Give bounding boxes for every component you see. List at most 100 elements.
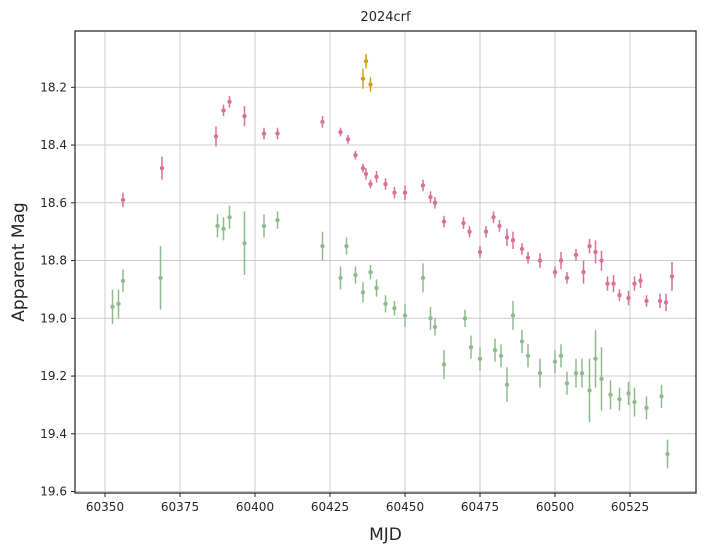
data-point bbox=[669, 274, 675, 279]
x-tick-label: 60500 bbox=[536, 500, 574, 514]
data-point bbox=[581, 269, 586, 275]
data-point bbox=[558, 353, 564, 359]
x-tick-label: 60350 bbox=[86, 500, 124, 514]
data-point bbox=[392, 190, 397, 195]
data-point bbox=[392, 306, 397, 311]
data-point bbox=[374, 174, 379, 180]
plot-area bbox=[75, 31, 696, 493]
data-point bbox=[573, 370, 579, 376]
data-point bbox=[498, 353, 504, 359]
data-point bbox=[383, 301, 388, 307]
data-point bbox=[261, 223, 267, 229]
data-point bbox=[353, 272, 358, 278]
data-point bbox=[605, 281, 610, 286]
y-tick-label: 18.8 bbox=[40, 254, 67, 268]
data-point bbox=[221, 226, 226, 231]
data-point bbox=[360, 165, 366, 171]
data-point bbox=[345, 137, 351, 142]
x-tick-label: 60525 bbox=[611, 500, 649, 514]
data-point bbox=[368, 269, 373, 275]
data-point bbox=[213, 134, 219, 139]
data-point bbox=[374, 285, 379, 291]
x-tick-label: 60425 bbox=[311, 500, 349, 514]
data-point bbox=[626, 295, 631, 301]
data-point bbox=[510, 238, 516, 243]
data-point bbox=[432, 324, 438, 330]
data-point bbox=[338, 129, 343, 135]
data-point bbox=[221, 108, 226, 113]
y-tick-label: 18.6 bbox=[40, 196, 67, 210]
data-point bbox=[441, 219, 447, 224]
data-point bbox=[552, 359, 558, 364]
plot-frame bbox=[74, 30, 697, 494]
data-point bbox=[579, 370, 585, 376]
data-point bbox=[441, 362, 447, 367]
data-point bbox=[159, 165, 165, 171]
data-point bbox=[227, 215, 232, 220]
data-point bbox=[420, 183, 426, 188]
data-point bbox=[617, 396, 622, 402]
data-point bbox=[483, 229, 489, 234]
x-tick-label: 60475 bbox=[461, 500, 499, 514]
data-point bbox=[497, 223, 502, 229]
data-point bbox=[344, 243, 349, 249]
x-tick-label: 60450 bbox=[386, 500, 424, 514]
data-point bbox=[504, 382, 510, 387]
x-axis-label: MJD bbox=[369, 525, 402, 545]
data-point bbox=[338, 275, 343, 281]
data-point bbox=[504, 235, 510, 240]
data-point bbox=[644, 405, 649, 411]
y-tick-label: 19.6 bbox=[40, 485, 67, 499]
data-point bbox=[519, 246, 525, 252]
data-point bbox=[368, 181, 373, 187]
y-tick-label: 19.4 bbox=[40, 427, 67, 441]
data-point bbox=[320, 243, 325, 249]
data-point bbox=[242, 241, 247, 246]
data-point bbox=[363, 171, 369, 177]
data-point bbox=[120, 278, 126, 283]
data-points bbox=[110, 54, 675, 469]
grid bbox=[75, 31, 696, 493]
data-point bbox=[261, 131, 267, 136]
data-point bbox=[320, 119, 325, 125]
data-point bbox=[275, 131, 280, 136]
data-point bbox=[564, 275, 570, 281]
data-point bbox=[519, 339, 525, 344]
data-point bbox=[461, 220, 466, 226]
data-point bbox=[663, 300, 669, 305]
x-tick-label: 60400 bbox=[236, 500, 274, 514]
data-point bbox=[659, 394, 664, 399]
y-tick-label: 18.4 bbox=[40, 138, 67, 152]
data-point bbox=[402, 313, 408, 318]
data-point bbox=[467, 229, 472, 234]
data-point bbox=[462, 316, 468, 321]
data-point bbox=[587, 243, 592, 249]
x-tick-label: 60375 bbox=[161, 500, 199, 514]
data-point bbox=[665, 451, 670, 457]
data-point bbox=[120, 197, 126, 203]
data-point bbox=[564, 381, 570, 386]
data-point bbox=[242, 113, 247, 119]
data-point bbox=[599, 258, 604, 263]
data-point bbox=[573, 252, 579, 257]
data-point bbox=[477, 249, 483, 255]
data-point bbox=[599, 376, 604, 382]
y-tick-label: 18.2 bbox=[40, 80, 67, 94]
data-point bbox=[617, 293, 622, 298]
data-point bbox=[363, 59, 369, 64]
data-point bbox=[215, 223, 220, 229]
data-point bbox=[525, 255, 531, 260]
data-point bbox=[477, 356, 483, 361]
data-point bbox=[116, 301, 121, 307]
y-axis-label: Apparent Mag bbox=[9, 202, 29, 321]
data-point bbox=[420, 275, 426, 281]
data-point bbox=[432, 200, 438, 206]
data-point bbox=[552, 269, 558, 275]
data-point bbox=[353, 152, 358, 158]
data-point bbox=[558, 258, 564, 263]
data-point bbox=[525, 353, 531, 359]
series-1 bbox=[110, 205, 670, 469]
data-point bbox=[632, 399, 637, 405]
data-point bbox=[428, 194, 433, 200]
